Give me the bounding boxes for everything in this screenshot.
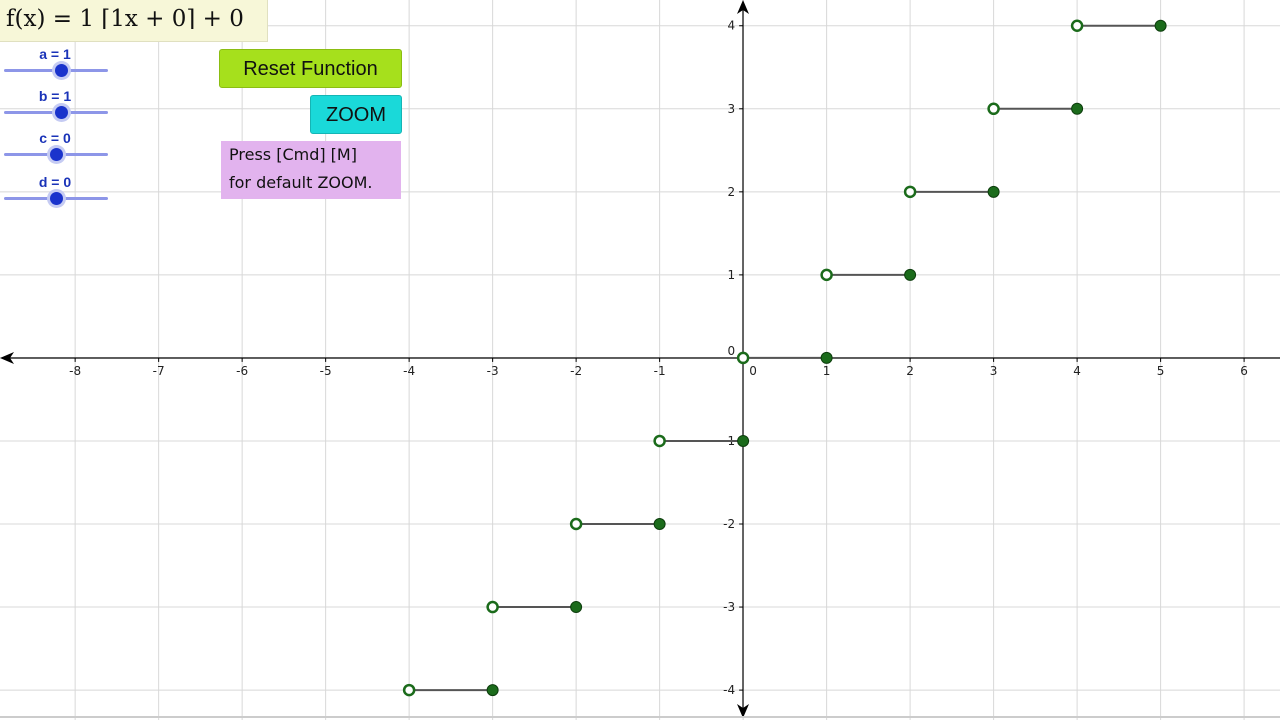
open-point (987, 102, 1000, 116)
open-point (402, 683, 416, 697)
x-tick-label: -7 (153, 364, 165, 378)
function-graph (402, 19, 1167, 697)
x-tick-label: 6 (1240, 364, 1248, 378)
y-axis-arrow (737, 704, 749, 718)
x-tick-label: -6 (236, 364, 248, 378)
open-point (653, 434, 666, 448)
x-tick-label: -4 (403, 364, 415, 378)
slider-label: d = 0 (38, 174, 72, 190)
closed-point (486, 684, 499, 697)
x-tick-label: -3 (487, 364, 499, 378)
slider[interactable]: a = 1 (2, 46, 108, 86)
y-tick-label: 1 (727, 268, 735, 282)
note-line: for default ZOOM. (229, 173, 373, 192)
x-tick-label: 5 (1157, 364, 1165, 378)
function-formula[interactable]: f(x) = 1 ⌈1x + 0⌉ + 0 (0, 0, 268, 42)
x-tick-label: -1 (654, 364, 666, 378)
closed-point (1154, 19, 1167, 32)
slider[interactable]: d = 0 (2, 174, 108, 214)
open-point (569, 517, 583, 531)
y-tick-label: -4 (723, 683, 735, 697)
closed-point (1071, 102, 1084, 115)
note-line: Press [Cmd] [M] (229, 145, 357, 164)
open-point (903, 185, 917, 199)
x-tick-label: 1 (823, 364, 831, 378)
slider-knob[interactable] (50, 148, 63, 161)
slider[interactable]: c = 0 (2, 130, 108, 170)
slider-knob[interactable] (50, 192, 63, 205)
slider-knob[interactable] (55, 106, 68, 119)
zoom-note: Press [Cmd] [M] for default ZOOM. (221, 141, 401, 199)
open-point (486, 600, 499, 614)
y-tick-label: 4 (727, 19, 735, 33)
reset-button[interactable]: Reset Function (219, 49, 402, 88)
slider-label: c = 0 (39, 130, 71, 146)
x-tick-label: 0 (749, 364, 757, 378)
slider-label: a = 1 (39, 46, 71, 62)
slider-label: b = 1 (38, 88, 72, 104)
x-tick-label: -2 (570, 364, 582, 378)
x-tick-label: 3 (990, 364, 998, 378)
closed-point (904, 268, 917, 281)
y-tick-label: 2 (727, 185, 735, 199)
x-axis-arrow (0, 352, 14, 364)
open-point (820, 268, 833, 282)
x-tick-label: 2 (906, 364, 914, 378)
closed-point (737, 434, 750, 447)
slider-knob[interactable] (55, 64, 68, 77)
x-tick-label: -8 (69, 364, 81, 378)
closed-point (987, 185, 1000, 198)
closed-point (570, 601, 583, 614)
open-point (736, 351, 750, 365)
x-tick-label: 4 (1073, 364, 1081, 378)
y-tick-label: 0 (727, 344, 735, 358)
y-tick-label: -2 (723, 517, 735, 531)
slider[interactable]: b = 1 (2, 88, 108, 128)
closed-point (820, 351, 833, 364)
open-point (1070, 19, 1084, 32)
y-tick-label: -3 (723, 600, 735, 614)
zoom-button[interactable]: ZOOM (310, 95, 402, 134)
x-tick-label: -5 (320, 364, 332, 378)
y-axis-arrow (737, 0, 749, 14)
y-tick-label: 3 (727, 102, 735, 116)
closed-point (653, 518, 666, 531)
